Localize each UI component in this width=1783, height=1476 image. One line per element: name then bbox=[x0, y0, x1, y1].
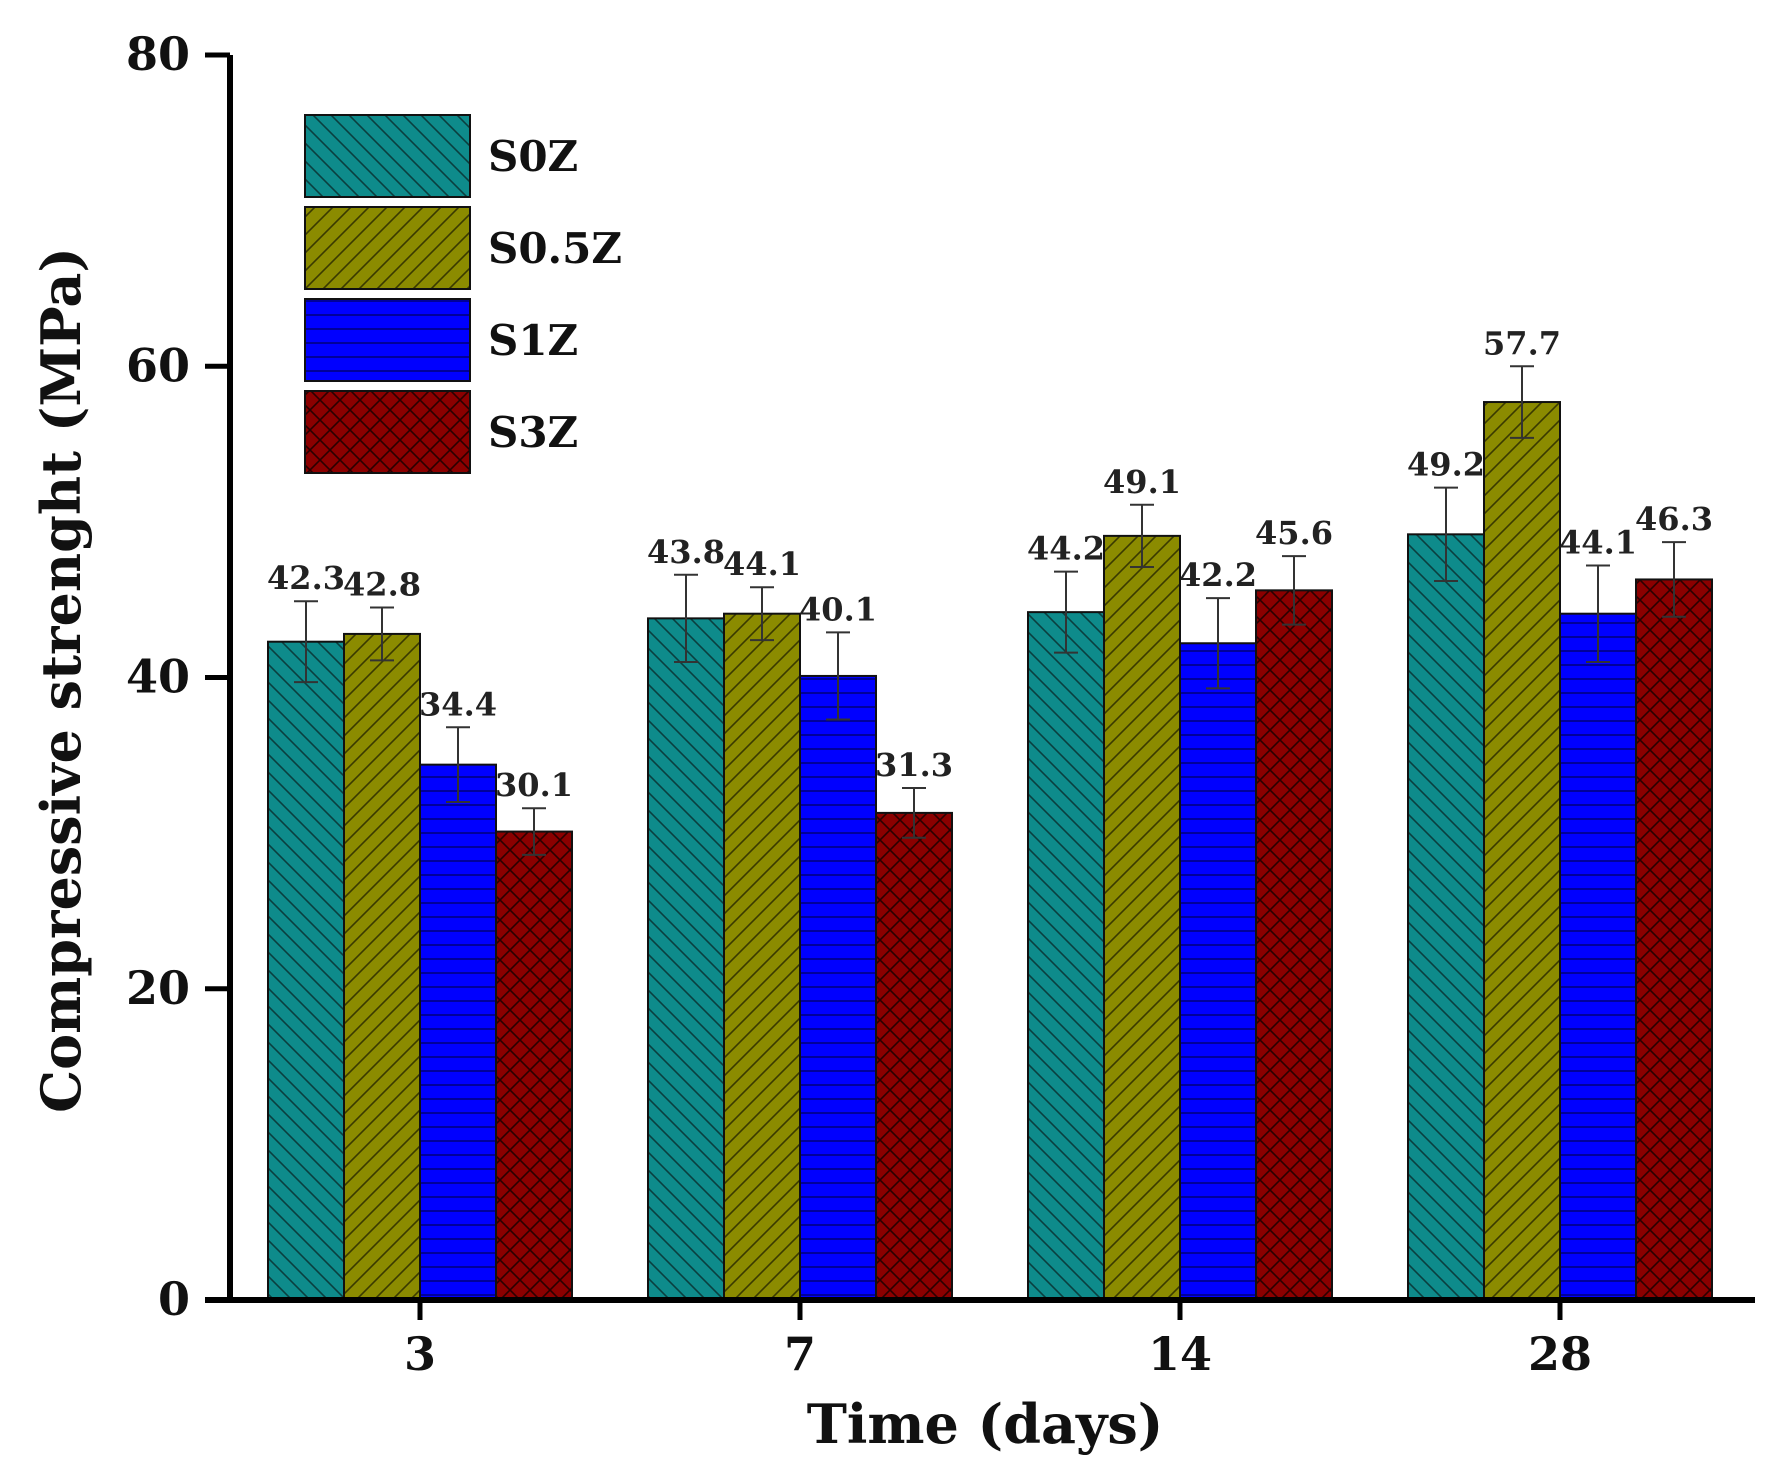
data-label-S3Z-14: 45.6 bbox=[1255, 514, 1333, 552]
data-label-S0.5Z-3: 42.8 bbox=[343, 565, 421, 603]
y-tick-label-40: 40 bbox=[126, 650, 190, 704]
x-tick-label-14: 14 bbox=[1148, 1327, 1212, 1381]
legend-label-S3Z: S3Z bbox=[488, 408, 578, 457]
bar-hatch-S1Z-7 bbox=[799, 674, 877, 1301]
data-label-S1Z-28: 44.1 bbox=[1559, 523, 1637, 561]
bar-hatch-S3Z-14 bbox=[1255, 589, 1333, 1301]
data-label-S1Z-7: 40.1 bbox=[799, 590, 877, 628]
x-ticks: 3 7 14 28 bbox=[404, 1300, 1592, 1381]
bar-hatch-S0Z-28 bbox=[1407, 533, 1485, 1301]
data-labels-layer: 42.342.834.430.143.844.140.131.344.249.1… bbox=[267, 324, 1713, 804]
x-tick-label-3: 3 bbox=[404, 1327, 436, 1381]
y-tick-label-60: 60 bbox=[126, 338, 190, 392]
data-label-S3Z-3: 30.1 bbox=[495, 766, 573, 804]
bar-hatch-S3Z-7 bbox=[875, 811, 953, 1301]
data-label-S3Z-7: 31.3 bbox=[875, 746, 953, 784]
data-label-S0Z-14: 44.2 bbox=[1027, 530, 1105, 568]
bar-hatch-S0Z-7 bbox=[647, 617, 725, 1301]
x-axis-title: Time (days) bbox=[807, 1392, 1164, 1456]
data-label-S0Z-28: 49.2 bbox=[1407, 446, 1485, 484]
bar-hatch-S0.5Z-7 bbox=[723, 612, 801, 1301]
x-tick-label-7: 7 bbox=[784, 1327, 816, 1381]
x-tick-label-28: 28 bbox=[1528, 1327, 1592, 1381]
data-label-S0.5Z-14: 49.1 bbox=[1103, 463, 1181, 501]
data-label-S0Z-7: 43.8 bbox=[647, 533, 725, 571]
data-label-S0.5Z-28: 57.7 bbox=[1483, 324, 1561, 362]
y-ticks: 0 20 40 60 80 bbox=[126, 27, 230, 1326]
bar-hatch-S3Z-28 bbox=[1635, 578, 1713, 1301]
legend-label-S0.5Z: S0.5Z bbox=[488, 224, 622, 273]
error-bars-layer bbox=[294, 365, 1686, 856]
legend-label-S1Z: S1Z bbox=[488, 316, 578, 365]
bar-hatch-S0.5Z-14 bbox=[1103, 534, 1181, 1301]
legend: S0Z S0.5Z S1Z S3Z bbox=[304, 114, 622, 474]
legend-label-S0Z: S0Z bbox=[488, 132, 578, 181]
bar-hatch-S0.5Z-3 bbox=[343, 632, 421, 1301]
legend-swatch-hatch-S0.5Z bbox=[304, 206, 471, 290]
data-label-S3Z-28: 46.3 bbox=[1635, 500, 1713, 538]
legend-swatch-hatch-S3Z bbox=[304, 390, 471, 474]
bar-hatch-S1Z-3 bbox=[419, 763, 497, 1301]
legend-swatch-hatch-S1Z bbox=[304, 298, 471, 382]
bar-hatch-S0Z-3 bbox=[267, 640, 345, 1301]
data-label-S1Z-14: 42.2 bbox=[1179, 556, 1257, 594]
y-tick-label-0: 0 bbox=[158, 1272, 190, 1326]
bar-hatch-S3Z-3 bbox=[495, 830, 573, 1301]
data-label-S0.5Z-7: 44.1 bbox=[723, 545, 801, 583]
bar-hatch-S0.5Z-28 bbox=[1483, 401, 1561, 1301]
y-tick-label-80: 80 bbox=[126, 27, 190, 81]
y-tick-label-20: 20 bbox=[126, 961, 190, 1015]
legend-swatch-hatch-S0Z bbox=[304, 114, 471, 198]
bar-hatch-S1Z-28 bbox=[1559, 612, 1637, 1301]
bars-layer bbox=[267, 401, 1713, 1301]
y-axis-title: Compressive strenght (MPa) bbox=[29, 247, 93, 1113]
bar-hatch-S0Z-14 bbox=[1027, 611, 1105, 1301]
bar-hatch-S1Z-14 bbox=[1179, 642, 1257, 1301]
data-label-S0Z-3: 42.3 bbox=[267, 559, 345, 597]
data-label-S1Z-3: 34.4 bbox=[419, 685, 497, 723]
